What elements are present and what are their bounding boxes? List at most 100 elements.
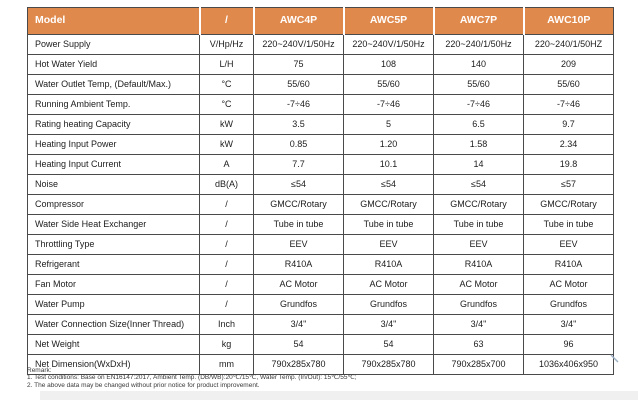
spec-unit: /: [199, 294, 254, 315]
table-row: Heating Input Power kW 0.85 1.20 1.58 2.…: [27, 134, 614, 155]
spec-value: -7÷46: [253, 94, 344, 115]
spec-value: 0.85: [253, 134, 344, 155]
table-row: Compressor / GMCC/Rotary GMCC/Rotary GMC…: [27, 194, 614, 215]
spec-value: Grundfos: [253, 294, 344, 315]
spec-value: 10.1: [343, 154, 434, 175]
spec-value: GMCC/Rotary: [253, 194, 344, 215]
spec-unit: /: [199, 194, 254, 215]
spec-value: AC Motor: [433, 274, 524, 295]
spec-value: Grundfos: [433, 294, 524, 315]
spec-value: 19.8: [523, 154, 614, 175]
spec-value: ≤54: [433, 174, 524, 195]
spec-value: R410A: [253, 254, 344, 275]
table-row: Water Side Heat Exchanger / Tube in tube…: [27, 214, 614, 235]
spec-value: 54: [253, 334, 344, 355]
spec-unit: /: [199, 234, 254, 255]
table-row: Heating Input Current A 7.7 10.1 14 19.8: [27, 154, 614, 175]
spec-value: 220~240/1/50Hz: [433, 34, 524, 55]
spec-value: GMCC/Rotary: [343, 194, 434, 215]
spec-label: Water Pump: [27, 294, 200, 315]
spec-value: AC Motor: [343, 274, 434, 295]
spec-value: 5: [343, 114, 434, 135]
spec-value: R410A: [433, 254, 524, 275]
table-row: Hot Water Yield L/H 75 108 140 209: [27, 54, 614, 75]
spec-value: 140: [433, 54, 524, 75]
spec-unit: V/Hp/Hz: [199, 34, 254, 55]
spec-value: 75: [253, 54, 344, 75]
table-header-row: Model / AWC4P AWC5P AWC7P AWC10P: [27, 7, 614, 35]
spec-table-container: Model / AWC4P AWC5P AWC7P AWC10P Power S…: [27, 7, 614, 375]
spec-label: Refrigerant: [27, 254, 200, 275]
spec-value: 1.58: [433, 134, 524, 155]
spec-value: 220~240/1/50HZ: [523, 34, 614, 55]
spec-value: 54: [343, 334, 434, 355]
spec-value: 3/4": [343, 314, 434, 335]
spec-value: 790x285x780: [343, 354, 434, 375]
spec-label: Throttling Type: [27, 234, 200, 255]
spec-value: 1036x406x950: [523, 354, 614, 375]
spec-value: 1.20: [343, 134, 434, 155]
remark-line: 2. The above data may be changed without…: [27, 381, 260, 389]
spec-value: R410A: [343, 254, 434, 275]
spec-label: Running Ambient Temp.: [27, 94, 200, 115]
spec-label: Net Dimension(WxDxH): [27, 354, 200, 375]
spec-value: Tube in tube: [433, 214, 524, 235]
spec-value: 3/4": [253, 314, 344, 335]
spec-unit: L/H: [199, 54, 254, 75]
spec-value: ≤57: [523, 174, 614, 195]
spec-label: Heating Input Power: [27, 134, 200, 155]
spec-unit: kW: [199, 114, 254, 135]
spec-value: 63: [433, 334, 524, 355]
table-row: Power Supply V/Hp/Hz 220~240V/1/50Hz 220…: [27, 34, 614, 55]
spec-label: Fan Motor: [27, 274, 200, 295]
spec-value: 55/60: [253, 74, 344, 95]
spec-value: EEV: [253, 234, 344, 255]
footer-strip: [40, 391, 638, 400]
spec-unit: kg: [199, 334, 254, 355]
spec-value: AC Motor: [523, 274, 614, 295]
spec-unit: kW: [199, 134, 254, 155]
spec-value: 3/4": [433, 314, 524, 335]
spec-value: 220~240V/1/50Hz: [343, 34, 434, 55]
spec-value: GMCC/Rotary: [433, 194, 524, 215]
header-awc4p: AWC4P: [252, 7, 344, 35]
spec-unit: °C: [199, 74, 254, 95]
spec-unit: Inch: [199, 314, 254, 335]
spec-value: 55/60: [343, 74, 434, 95]
spec-value: AC Motor: [253, 274, 344, 295]
spec-value: -7÷46: [433, 94, 524, 115]
header-awc5p: AWC5P: [342, 7, 434, 35]
spec-unit: °C: [199, 94, 254, 115]
table-corner-mark: [610, 350, 619, 363]
spec-label: Heating Input Current: [27, 154, 200, 175]
spec-value: GMCC/Rotary: [523, 194, 614, 215]
spec-value: R410A: [523, 254, 614, 275]
spec-table: Model / AWC4P AWC5P AWC7P AWC10P Power S…: [27, 7, 614, 375]
spec-value: EEV: [343, 234, 434, 255]
spec-value: 790x285x780: [253, 354, 344, 375]
spec-value: 9.7: [523, 114, 614, 135]
table-row: Net Dimension(WxDxH) mm 790x285x780 790x…: [27, 354, 614, 375]
spec-value: EEV: [433, 234, 524, 255]
spec-value: 6.5: [433, 114, 524, 135]
spec-label: Water Outlet Temp, (Default/Max.): [27, 74, 200, 95]
spec-label: Water Connection Size(Inner Thread): [27, 314, 200, 335]
spec-label: Hot Water Yield: [27, 54, 200, 75]
spec-unit: mm: [199, 354, 254, 375]
spec-unit: /: [199, 274, 254, 295]
spec-value: 14: [433, 154, 524, 175]
spec-value: Grundfos: [523, 294, 614, 315]
spec-value: 2.34: [523, 134, 614, 155]
spec-value: 96: [523, 334, 614, 355]
table-row: Throttling Type / EEV EEV EEV EEV: [27, 234, 614, 255]
spec-value: 7.7: [253, 154, 344, 175]
spec-value: -7÷46: [343, 94, 434, 115]
spec-value: EEV: [523, 234, 614, 255]
spec-value: ≤54: [253, 174, 344, 195]
header-unit: /: [198, 7, 254, 35]
spec-value: Tube in tube: [523, 214, 614, 235]
spec-unit: /: [199, 254, 254, 275]
table-row: Water Connection Size(Inner Thread) Inch…: [27, 314, 614, 335]
spec-value: Grundfos: [343, 294, 434, 315]
spec-value: 3/4": [523, 314, 614, 335]
